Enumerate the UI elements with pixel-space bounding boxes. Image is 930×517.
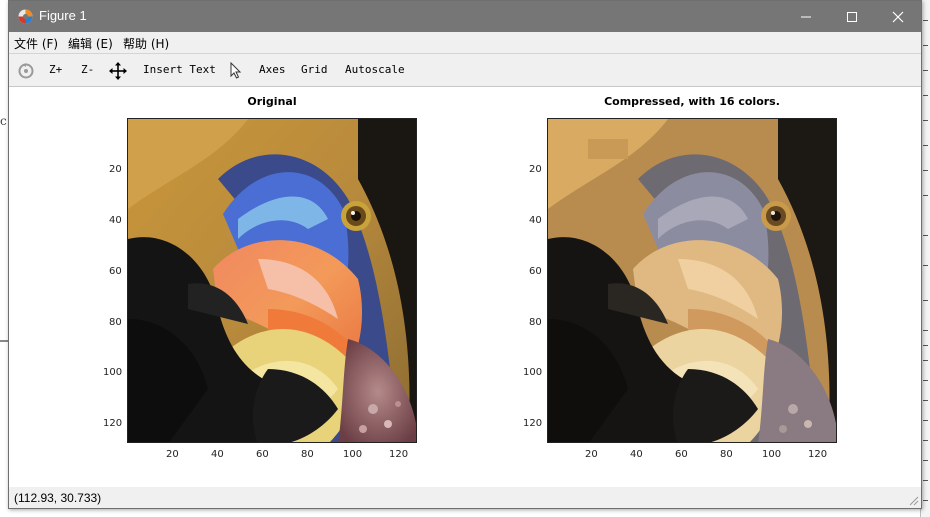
x-tick-label: 120 [389, 449, 409, 460]
plot-title-original: Original [247, 95, 297, 108]
zoom-out-button[interactable]: Z- [81, 63, 95, 76]
x-tick-label: 20 [166, 449, 179, 460]
y-tick-label: 100 [523, 367, 543, 378]
x-tick-label: 40 [211, 449, 224, 460]
x-tick-label: 80 [301, 449, 314, 460]
grid-button[interactable]: Grid [301, 63, 328, 76]
zoom-in-button[interactable]: Z+ [49, 63, 63, 76]
y-tick-label: 80 [529, 317, 542, 328]
resize-grip-icon[interactable] [907, 494, 919, 506]
rotate-icon[interactable] [17, 62, 35, 80]
menu-bar: 文件 (F) 编辑 (E) 帮助 (H) [9, 32, 921, 53]
compressed-hornbill-picture [548, 119, 836, 442]
x-tick-label: 60 [256, 449, 269, 460]
x-tick-label: 60 [675, 449, 688, 460]
figure-window: Figure 1 文件 (F) 编辑 (E) 帮助 (H) Z+ Z- [8, 0, 922, 509]
maximize-button[interactable] [829, 1, 875, 32]
app-logo-icon [18, 9, 33, 24]
menu-edit[interactable]: 编辑 (E) [68, 37, 113, 51]
maximize-icon [847, 11, 857, 22]
compressed-image [547, 118, 837, 443]
plot-title-compressed: Compressed, with 16 colors. [604, 95, 780, 108]
pan-icon[interactable] [109, 62, 127, 80]
toolbar: Z+ Z- Insert Text Axes Grid Autoscale [9, 53, 921, 87]
y-tick-label: 120 [103, 418, 123, 429]
axes-button[interactable]: Axes [259, 63, 286, 76]
menu-help[interactable]: 帮助 (H) [123, 37, 170, 51]
y-tick-label: 60 [529, 266, 542, 277]
x-tick-label: 40 [630, 449, 643, 460]
minimize-button[interactable] [783, 1, 829, 32]
close-icon [892, 11, 904, 22]
autoscale-button[interactable]: Autoscale [345, 63, 405, 76]
y-tick-label: 40 [109, 215, 122, 226]
status-bar: (112.93, 30.733) [9, 487, 921, 508]
close-button[interactable] [875, 1, 921, 32]
x-tick-label: 100 [762, 449, 782, 460]
y-tick-label: 100 [103, 367, 123, 378]
x-tick-label: 80 [720, 449, 733, 460]
x-tick-label: 20 [585, 449, 598, 460]
plot-area[interactable]: Original [9, 87, 921, 487]
y-tick-label: 80 [109, 317, 122, 328]
cursor-coordinates: (112.93, 30.733) [14, 491, 102, 505]
cursor-icon[interactable] [229, 62, 243, 80]
original-hornbill-picture [128, 119, 416, 442]
original-image [127, 118, 417, 443]
y-tick-label: 40 [529, 215, 542, 226]
title-bar[interactable]: Figure 1 [9, 1, 921, 32]
x-tick-label: 120 [808, 449, 828, 460]
menu-file[interactable]: 文件 (F) [14, 37, 59, 51]
y-tick-label: 60 [109, 266, 122, 277]
x-tick-label: 100 [343, 449, 363, 460]
y-tick-label: 20 [109, 164, 122, 175]
insert-text-button[interactable]: Insert Text [143, 63, 216, 76]
background-text-fragment: c [0, 114, 7, 128]
y-tick-label: 120 [523, 418, 543, 429]
y-tick-label: 20 [529, 164, 542, 175]
minimize-icon [801, 16, 811, 17]
background-window-edge [0, 340, 8, 342]
window-title: Figure 1 [39, 8, 87, 23]
